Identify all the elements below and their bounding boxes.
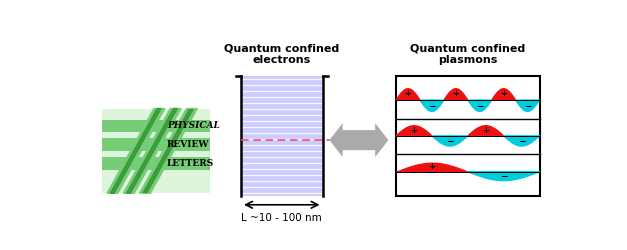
Text: +: + xyxy=(500,89,507,98)
Polygon shape xyxy=(110,108,161,193)
Bar xyxy=(102,108,210,193)
Text: −: − xyxy=(500,172,507,181)
Text: +: + xyxy=(411,126,418,135)
Text: L ~10 - 100 nm: L ~10 - 100 nm xyxy=(241,213,322,223)
Text: +: + xyxy=(452,89,460,98)
Text: +: + xyxy=(428,162,436,171)
Polygon shape xyxy=(124,108,181,193)
Bar xyxy=(102,138,210,151)
Polygon shape xyxy=(127,108,177,193)
Polygon shape xyxy=(107,108,165,193)
Text: −: − xyxy=(428,102,436,111)
Polygon shape xyxy=(329,123,388,157)
Text: +: + xyxy=(404,89,411,98)
Text: PHYSICAL: PHYSICAL xyxy=(167,122,219,130)
Text: −: − xyxy=(446,137,454,146)
Text: +: + xyxy=(482,126,489,135)
Polygon shape xyxy=(140,108,198,193)
Bar xyxy=(396,76,539,196)
Text: Quantum confined
electrons: Quantum confined electrons xyxy=(224,44,339,66)
Text: LETTERS: LETTERS xyxy=(167,159,214,168)
Text: Quantum confined
plasmons: Quantum confined plasmons xyxy=(410,44,525,66)
Bar xyxy=(241,76,322,196)
Polygon shape xyxy=(143,108,194,193)
Text: −: − xyxy=(518,137,525,146)
Bar xyxy=(102,120,210,132)
Text: REVIEW: REVIEW xyxy=(167,140,209,149)
Text: −: − xyxy=(476,102,483,111)
Text: −: − xyxy=(524,102,531,111)
Bar xyxy=(102,157,210,170)
